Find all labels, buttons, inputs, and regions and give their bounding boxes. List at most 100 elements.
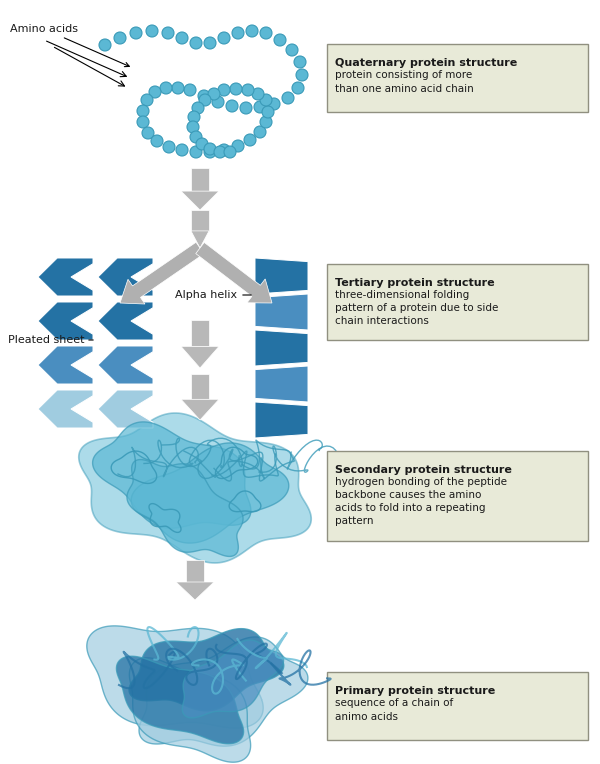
Circle shape	[130, 27, 142, 39]
Bar	[191, 374, 209, 400]
Bar	[186, 560, 204, 582]
Circle shape	[160, 82, 172, 94]
Circle shape	[188, 111, 200, 123]
Circle shape	[260, 94, 272, 106]
Circle shape	[218, 144, 230, 156]
Circle shape	[252, 88, 264, 100]
Circle shape	[137, 105, 149, 117]
Bar	[191, 168, 209, 191]
Text: Amino acids: Amino acids	[10, 24, 130, 66]
Circle shape	[190, 37, 202, 49]
Text: Alpha helix: Alpha helix	[175, 290, 237, 300]
FancyArrow shape	[196, 242, 272, 303]
Circle shape	[254, 126, 266, 138]
Circle shape	[286, 44, 298, 56]
Circle shape	[176, 144, 188, 156]
Circle shape	[224, 146, 236, 158]
Text: sequence of a chain of
animo acids: sequence of a chain of animo acids	[335, 698, 453, 721]
Circle shape	[260, 27, 272, 39]
Polygon shape	[181, 191, 219, 210]
Circle shape	[218, 32, 230, 44]
Circle shape	[230, 83, 242, 95]
Polygon shape	[38, 302, 93, 340]
Circle shape	[187, 121, 199, 133]
Circle shape	[268, 98, 280, 110]
Circle shape	[244, 134, 256, 146]
Polygon shape	[131, 443, 289, 543]
Circle shape	[246, 25, 258, 37]
Polygon shape	[116, 656, 244, 744]
Polygon shape	[38, 390, 93, 428]
Polygon shape	[255, 294, 308, 330]
Polygon shape	[255, 366, 308, 402]
Circle shape	[146, 25, 158, 37]
Polygon shape	[255, 330, 308, 366]
Text: Primary protein structure: Primary protein structure	[335, 686, 495, 696]
Text: three-dimensional folding
pattern of a protein due to side
chain interactions: three-dimensional folding pattern of a p…	[335, 290, 499, 326]
Circle shape	[262, 106, 274, 118]
Circle shape	[212, 96, 224, 108]
Polygon shape	[176, 582, 214, 600]
Polygon shape	[181, 346, 219, 368]
Polygon shape	[191, 231, 209, 248]
Bar	[191, 210, 209, 231]
Circle shape	[294, 56, 306, 68]
Text: Tertiary protein structure: Tertiary protein structure	[335, 277, 494, 287]
Circle shape	[274, 34, 286, 46]
Polygon shape	[98, 346, 153, 384]
Text: protein consisting of more
than one amino acid chain: protein consisting of more than one amin…	[335, 70, 474, 93]
Text: Secondary protein structure: Secondary protein structure	[335, 465, 512, 474]
Circle shape	[226, 100, 238, 112]
Circle shape	[204, 37, 216, 49]
Polygon shape	[87, 626, 263, 728]
Polygon shape	[182, 640, 284, 718]
Circle shape	[218, 84, 230, 96]
Circle shape	[208, 88, 220, 100]
Circle shape	[137, 116, 149, 128]
FancyArrow shape	[120, 242, 204, 304]
Circle shape	[141, 94, 153, 106]
Circle shape	[172, 82, 184, 94]
Circle shape	[149, 86, 161, 98]
Circle shape	[192, 102, 204, 114]
FancyBboxPatch shape	[327, 451, 588, 541]
FancyBboxPatch shape	[327, 44, 588, 112]
Circle shape	[254, 101, 266, 113]
Circle shape	[232, 27, 244, 39]
Circle shape	[99, 39, 111, 51]
Circle shape	[199, 94, 211, 106]
Circle shape	[162, 27, 174, 39]
Polygon shape	[130, 658, 251, 762]
Circle shape	[214, 146, 226, 158]
Polygon shape	[98, 258, 153, 296]
Text: Quaternary protein structure: Quaternary protein structure	[335, 58, 517, 68]
Circle shape	[176, 32, 188, 44]
Bar	[191, 320, 209, 346]
Text: hydrogen bonding of the peptide
backbone causes the amino
acids to fold into a r: hydrogen bonding of the peptide backbone…	[335, 477, 507, 526]
FancyBboxPatch shape	[327, 264, 588, 340]
Circle shape	[190, 146, 202, 158]
Circle shape	[196, 138, 208, 150]
Polygon shape	[255, 258, 308, 294]
Circle shape	[232, 140, 244, 152]
Circle shape	[151, 135, 163, 147]
Circle shape	[282, 92, 294, 104]
Circle shape	[204, 146, 216, 158]
Polygon shape	[38, 346, 93, 384]
Polygon shape	[79, 413, 311, 563]
Polygon shape	[92, 422, 251, 528]
Circle shape	[114, 32, 126, 44]
Circle shape	[190, 131, 202, 143]
Polygon shape	[255, 402, 308, 438]
Polygon shape	[129, 629, 284, 711]
Circle shape	[163, 141, 175, 153]
Circle shape	[198, 90, 210, 102]
Polygon shape	[139, 637, 308, 746]
Polygon shape	[181, 400, 219, 420]
Text: Pleated sheet: Pleated sheet	[8, 335, 85, 345]
Polygon shape	[98, 390, 153, 428]
Circle shape	[142, 127, 154, 139]
Polygon shape	[98, 302, 153, 340]
FancyBboxPatch shape	[327, 672, 588, 740]
Circle shape	[296, 69, 308, 81]
